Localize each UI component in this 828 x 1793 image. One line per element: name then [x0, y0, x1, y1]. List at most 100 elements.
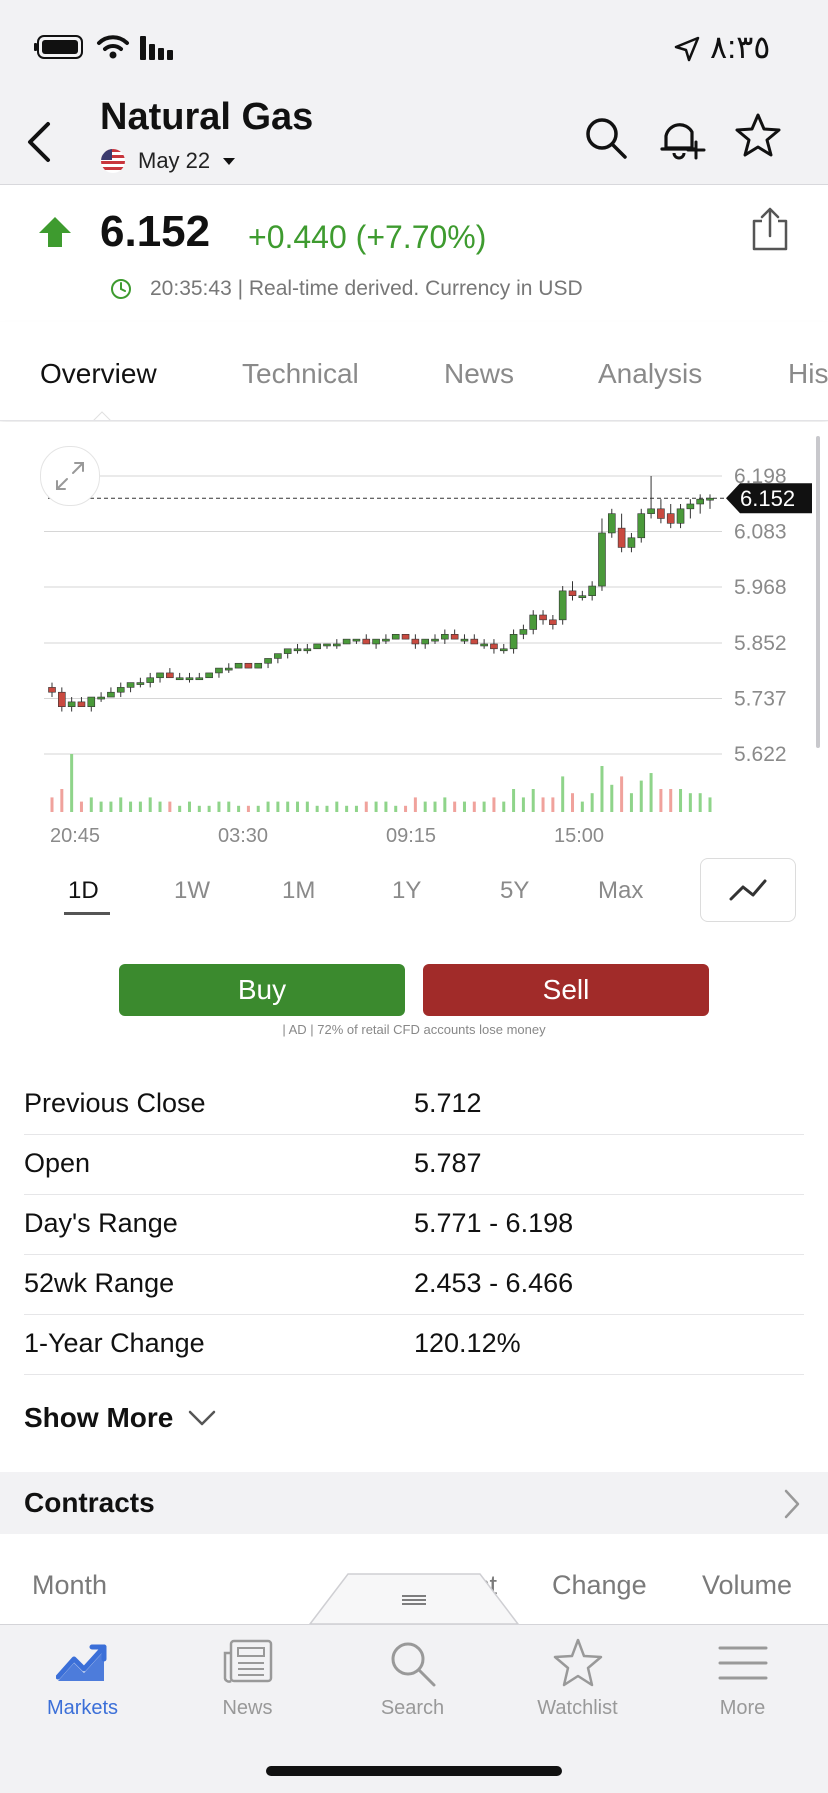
candle-body — [333, 643, 341, 647]
volume-bar — [158, 801, 162, 812]
stat-value: 120.12% — [414, 1328, 521, 1358]
signal-icon — [140, 36, 173, 60]
volume-bar — [148, 797, 152, 812]
candle-body — [607, 513, 616, 534]
sell-button[interactable]: Sell — [423, 964, 709, 1016]
stat-label: 1-Year Change — [24, 1328, 205, 1358]
volume-bar — [217, 801, 221, 812]
drag-handle-icon — [402, 1595, 426, 1605]
volume-bar — [453, 801, 457, 812]
volume-bar — [237, 805, 241, 812]
candle-body — [470, 638, 479, 645]
volume-bar — [462, 801, 466, 812]
chevron-down-icon — [189, 1410, 216, 1426]
drawer-handle[interactable] — [308, 1572, 520, 1626]
candle-body — [539, 614, 547, 621]
tab-news[interactable]: News — [444, 358, 515, 389]
volume-bar — [600, 766, 604, 812]
candle-body — [686, 503, 695, 510]
candle-body — [293, 648, 302, 652]
volume-bar — [679, 789, 683, 812]
timeframe-1m[interactable]: 1M — [282, 877, 316, 904]
instrument-header: Natural Gas May 22 — [0, 96, 828, 185]
contracts-section-header[interactable]: Contracts — [0, 1472, 828, 1534]
candle-body — [254, 662, 263, 669]
candle-body — [362, 638, 371, 645]
share-icon[interactable] — [750, 207, 790, 251]
candle-body — [588, 585, 596, 596]
candle-body — [372, 638, 380, 645]
timeframe-1d[interactable]: 1D — [68, 877, 99, 904]
volume-bar — [99, 801, 103, 812]
stat-value: 5.712 — [414, 1088, 482, 1118]
candle-body — [195, 677, 204, 681]
add-alert-bell-icon[interactable] — [658, 112, 706, 162]
chevron-right-icon — [784, 1489, 800, 1519]
volume-bar — [70, 754, 74, 812]
volume-bar — [50, 797, 54, 812]
candle-body — [529, 614, 538, 630]
volume-bar — [168, 801, 172, 812]
volume-bar — [688, 793, 692, 812]
candle-body — [411, 638, 420, 645]
volume-bar — [345, 805, 349, 812]
location-arrow-icon — [674, 36, 700, 62]
candle-body — [391, 634, 400, 640]
candle-body — [175, 677, 184, 681]
volume-bar — [590, 793, 594, 812]
volume-bar — [433, 801, 437, 812]
expand-icon — [56, 462, 84, 490]
back-arrow-icon[interactable] — [24, 120, 54, 164]
tab-analysis[interactable]: Analysis — [598, 358, 703, 389]
chart-type-button[interactable] — [700, 858, 796, 922]
stat-value: 5.771 - 6.198 — [414, 1208, 574, 1238]
contracts-title: Contracts — [24, 1487, 155, 1518]
candle-body — [224, 667, 233, 671]
y-tick-label: 5.622 — [734, 743, 787, 766]
star-icon[interactable] — [734, 112, 782, 160]
stat-row: Open 5.787 — [24, 1134, 804, 1195]
contract-month-selector[interactable]: May 22 — [100, 148, 236, 174]
volume-bar — [119, 797, 123, 812]
expand-chart-button[interactable] — [40, 446, 100, 506]
tab-technical[interactable]: Technical — [242, 358, 359, 389]
tab-overview[interactable]: Overview — [40, 358, 157, 389]
column-header-change: Change — [552, 1570, 647, 1600]
candle-body — [205, 672, 213, 679]
tab-historical[interactable]: His — [788, 358, 828, 389]
status-bar: ٨:٣٥ — [0, 0, 828, 96]
candlestick-chart[interactable]: 6.198 6.083 5.968 5.852 5.737 5.622 20:4… — [0, 422, 828, 942]
y-tick-label: 6.083 — [734, 521, 787, 544]
timeframe-1w[interactable]: 1W — [174, 877, 210, 904]
newspaper-icon — [223, 1639, 273, 1683]
candle-body — [627, 537, 636, 548]
candle-body — [558, 590, 567, 621]
candle-body — [490, 643, 498, 650]
candle-body — [441, 634, 449, 640]
candle-body — [215, 667, 223, 674]
timeframe-underline — [64, 912, 110, 915]
candle-body — [264, 658, 272, 664]
timeframe-max[interactable]: Max — [598, 877, 644, 904]
status-time: ٨:٣٥ — [710, 29, 771, 65]
x-tick-label: 09:15 — [386, 825, 436, 847]
volume-bar — [443, 797, 447, 812]
volume-bar — [109, 801, 113, 812]
timeframe-5y[interactable]: 5Y — [500, 877, 530, 904]
show-more-button[interactable]: Show More — [24, 1402, 217, 1434]
candle-body — [283, 648, 292, 654]
realtime-note: 20:35:43 | Real-time derived. Currency i… — [150, 277, 583, 300]
volume-bar — [227, 801, 231, 812]
chart-scrollbar[interactable] — [816, 436, 820, 748]
buy-button[interactable]: Buy — [119, 964, 405, 1016]
candle-body — [499, 648, 508, 652]
stat-row: 52wk Range 2.453 - 6.466 — [24, 1254, 804, 1315]
ad-disclaimer: | AD | 72% of retail CFD accounts lose m… — [282, 1022, 546, 1037]
search-icon[interactable] — [584, 116, 628, 160]
candle-body — [421, 638, 429, 645]
clock-icon — [111, 279, 131, 299]
stat-label: Open — [24, 1148, 91, 1178]
candle-body — [156, 672, 164, 679]
search-icon — [391, 1642, 436, 1687]
timeframe-1y[interactable]: 1Y — [392, 877, 422, 904]
